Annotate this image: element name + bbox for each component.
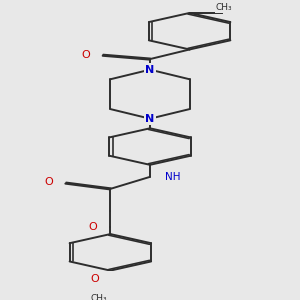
Text: NH: NH <box>164 172 180 182</box>
Text: O: O <box>90 274 99 284</box>
Text: O: O <box>81 50 90 60</box>
Text: N: N <box>146 114 154 124</box>
Text: N: N <box>146 65 154 75</box>
Text: O: O <box>89 222 98 232</box>
Text: CH₃: CH₃ <box>91 293 107 300</box>
Text: CH₃: CH₃ <box>216 3 232 12</box>
Text: O: O <box>44 177 53 187</box>
